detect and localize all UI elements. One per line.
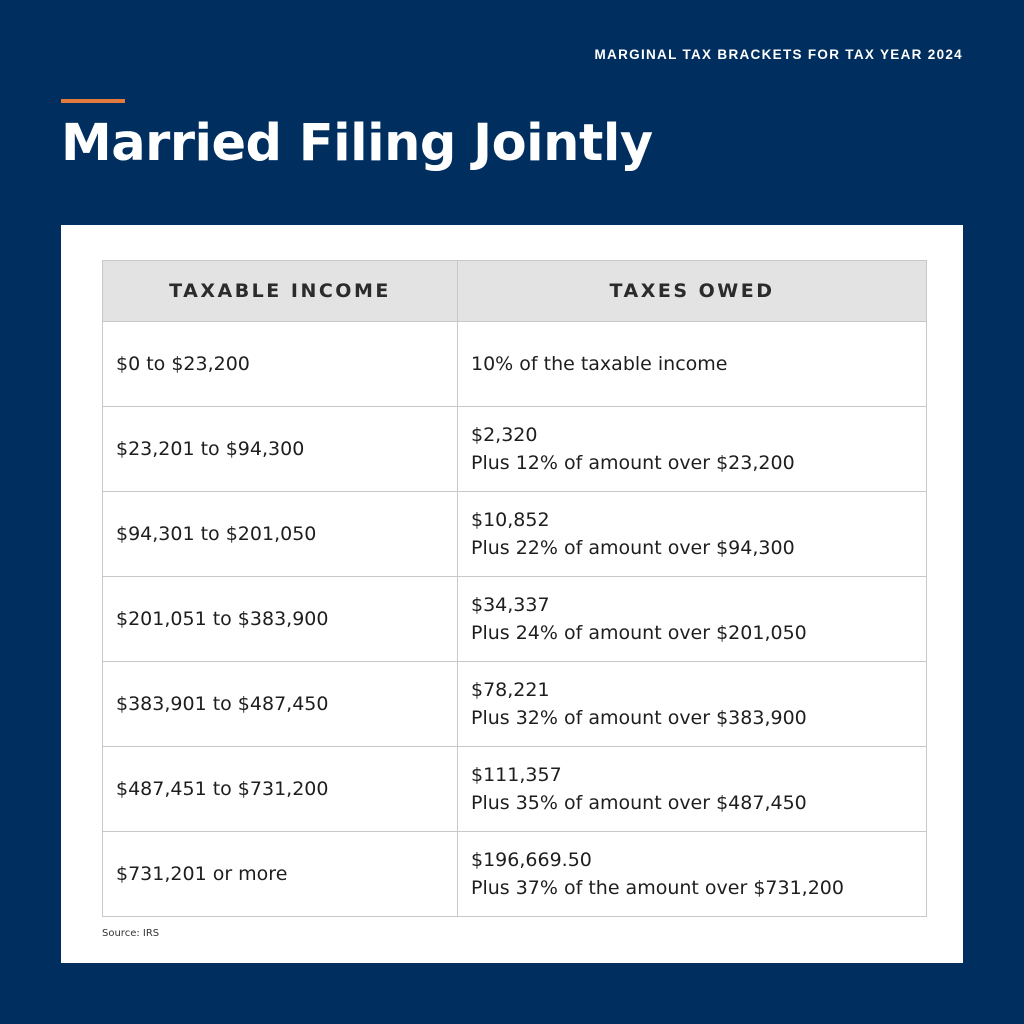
accent-bar — [61, 99, 125, 103]
taxable-income-cell: $23,201 to $94,300 — [102, 406, 458, 492]
tax-bracket-table: TAXABLE INCOME TAXES OWED $0 to $23,200 1… — [102, 260, 927, 917]
taxes-owed-cell: $78,221 Plus 32% of amount over $383,900 — [457, 661, 927, 747]
taxable-income-cell: $94,301 to $201,050 — [102, 491, 458, 577]
taxes-owed-rate: Plus 32% of amount over $383,900 — [471, 707, 807, 729]
taxes-owed-cell: $111,357 Plus 35% of amount over $487,450 — [457, 746, 927, 832]
taxes-owed-rate: Plus 35% of amount over $487,450 — [471, 792, 807, 814]
column-header-taxes-owed: TAXES OWED — [457, 260, 927, 322]
eyebrow-heading: MARGINAL TAX BRACKETS FOR TAX YEAR 2024 — [594, 47, 963, 62]
taxes-owed-base: $2,320 — [471, 424, 538, 446]
taxes-owed-cell: $34,337 Plus 24% of amount over $201,050 — [457, 576, 927, 662]
taxes-owed-rate: Plus 12% of amount over $23,200 — [471, 452, 795, 474]
table-row: $0 to $23,200 10% of the taxable income — [102, 321, 927, 407]
taxes-owed-base: 10% of the taxable income — [471, 353, 728, 375]
taxes-owed-cell: $2,320 Plus 12% of amount over $23,200 — [457, 406, 927, 492]
table-row: $23,201 to $94,300 $2,320 Plus 12% of amou… — [102, 406, 927, 492]
taxable-income-cell: $487,451 to $731,200 — [102, 746, 458, 832]
page-title: Married Filing Jointly — [61, 114, 653, 173]
table-row: $383,901 to $487,450 $78,221 Plus 32% of a… — [102, 661, 927, 747]
table-card: TAXABLE INCOME TAXES OWED $0 to $23,200 1… — [61, 225, 963, 963]
taxes-owed-cell: 10% of the taxable income — [457, 321, 927, 407]
taxes-owed-rate: Plus 22% of amount over $94,300 — [471, 537, 795, 559]
column-header-taxable-income: TAXABLE INCOME — [102, 260, 458, 322]
taxable-income-cell: $731,201 or more — [102, 831, 458, 917]
taxes-owed-cell: $196,669.50 Plus 37% of the amount over $… — [457, 831, 927, 917]
table-row: $94,301 to $201,050 $10,852 Plus 22% of am… — [102, 491, 927, 577]
table-row: $487,451 to $731,200 $111,357 Plus 35% of … — [102, 746, 927, 832]
taxes-owed-rate: Plus 37% of the amount over $731,200 — [471, 877, 844, 899]
taxes-owed-base: $111,357 — [471, 764, 562, 786]
taxes-owed-base: $34,337 — [471, 594, 550, 616]
taxable-income-cell: $201,051 to $383,900 — [102, 576, 458, 662]
taxable-income-cell: $383,901 to $487,450 — [102, 661, 458, 747]
taxes-owed-cell: $10,852 Plus 22% of amount over $94,300 — [457, 491, 927, 577]
taxable-income-cell: $0 to $23,200 — [102, 321, 458, 407]
source-note: Source: IRS — [102, 928, 160, 939]
taxes-owed-base: $196,669.50 — [471, 849, 592, 871]
table-row: $201,051 to $383,900 $34,337 Plus 24% of a… — [102, 576, 927, 662]
taxes-owed-base: $10,852 — [471, 509, 550, 531]
taxes-owed-base: $78,221 — [471, 679, 550, 701]
taxes-owed-rate: Plus 24% of amount over $201,050 — [471, 622, 807, 644]
table-header-row: TAXABLE INCOME TAXES OWED — [102, 260, 927, 322]
table-row: $731,201 or more $196,669.50 Plus 37% of t… — [102, 831, 927, 917]
